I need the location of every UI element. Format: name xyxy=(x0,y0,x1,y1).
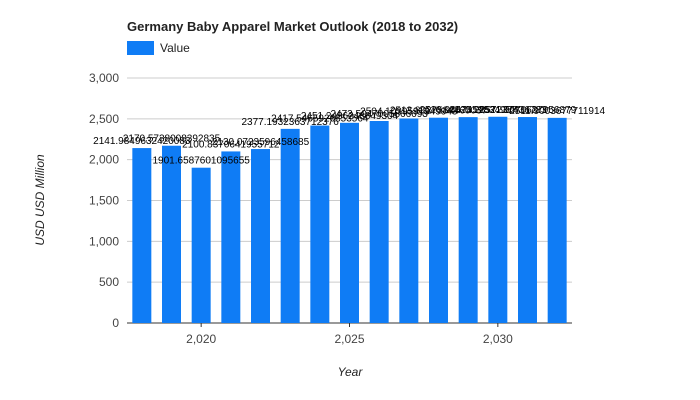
data-label: 2451.2486248849304 xyxy=(301,111,399,122)
data-label: 2473.5047005866693 xyxy=(331,109,429,120)
data-label: 2511.9003677711914 xyxy=(509,106,605,117)
y-tick-label: 500 xyxy=(99,275,119,289)
bar xyxy=(132,148,152,323)
bar xyxy=(547,117,567,323)
bar xyxy=(488,116,508,323)
data-label: 2417.5465926853564 xyxy=(271,114,369,125)
bar xyxy=(251,149,270,323)
legend: Value xyxy=(127,41,190,55)
chart-title: Germany Baby Apparel Market Outlook (201… xyxy=(127,19,458,34)
bar xyxy=(369,120,389,323)
bar xyxy=(310,125,330,324)
data-label: 2377.1932363712376 xyxy=(242,117,340,128)
x-tick-label: 2,020 xyxy=(186,332,216,346)
y-tick-label: 2,500 xyxy=(89,112,119,126)
data-label: 2141.9849632420083 xyxy=(93,136,191,147)
data-label: 2520.9447459834957 xyxy=(420,105,518,116)
x-axis-title: Year xyxy=(338,365,364,379)
x-axis-ticks: 2,020 2,025 2,030 xyxy=(186,323,513,346)
bar xyxy=(191,167,211,323)
bar xyxy=(429,117,448,324)
data-label: 2504.1039591349943 xyxy=(360,106,458,117)
data-label: 2513.8027584460037 xyxy=(390,106,488,117)
bar xyxy=(221,151,241,323)
data-label: 2100.8370641955712 xyxy=(182,139,280,150)
y-tick-label: 0 xyxy=(112,316,119,330)
bars xyxy=(132,116,567,324)
bar xyxy=(280,128,300,323)
x-tick-label: 2,025 xyxy=(334,332,364,346)
y-axis-title: USD USD Million xyxy=(33,154,47,246)
y-axis-ticks: 0 500 1,000 1,500 2,000 2,500 3,000 xyxy=(89,71,119,330)
y-tick-label: 1,000 xyxy=(89,234,119,248)
data-label: 2521.9670627956879 xyxy=(479,105,577,116)
y-tick-label: 1,500 xyxy=(89,194,119,208)
legend-label: Value xyxy=(160,41,190,55)
data-label: 2130.0723596458685 xyxy=(212,137,310,148)
data-label: 2525.2857237436783 xyxy=(449,105,547,116)
x-tick-label: 2,030 xyxy=(483,332,513,346)
data-label: 2170.5738008392835 xyxy=(123,134,221,145)
data-label: 1901.6587601095655 xyxy=(153,156,251,167)
y-tick-label: 3,000 xyxy=(89,71,119,85)
bar xyxy=(518,117,537,323)
legend-swatch xyxy=(127,41,154,55)
bar xyxy=(399,118,419,323)
bar xyxy=(458,117,478,324)
y-tick-label: 2,000 xyxy=(89,153,119,167)
bar xyxy=(340,122,359,324)
bar xyxy=(162,145,181,323)
